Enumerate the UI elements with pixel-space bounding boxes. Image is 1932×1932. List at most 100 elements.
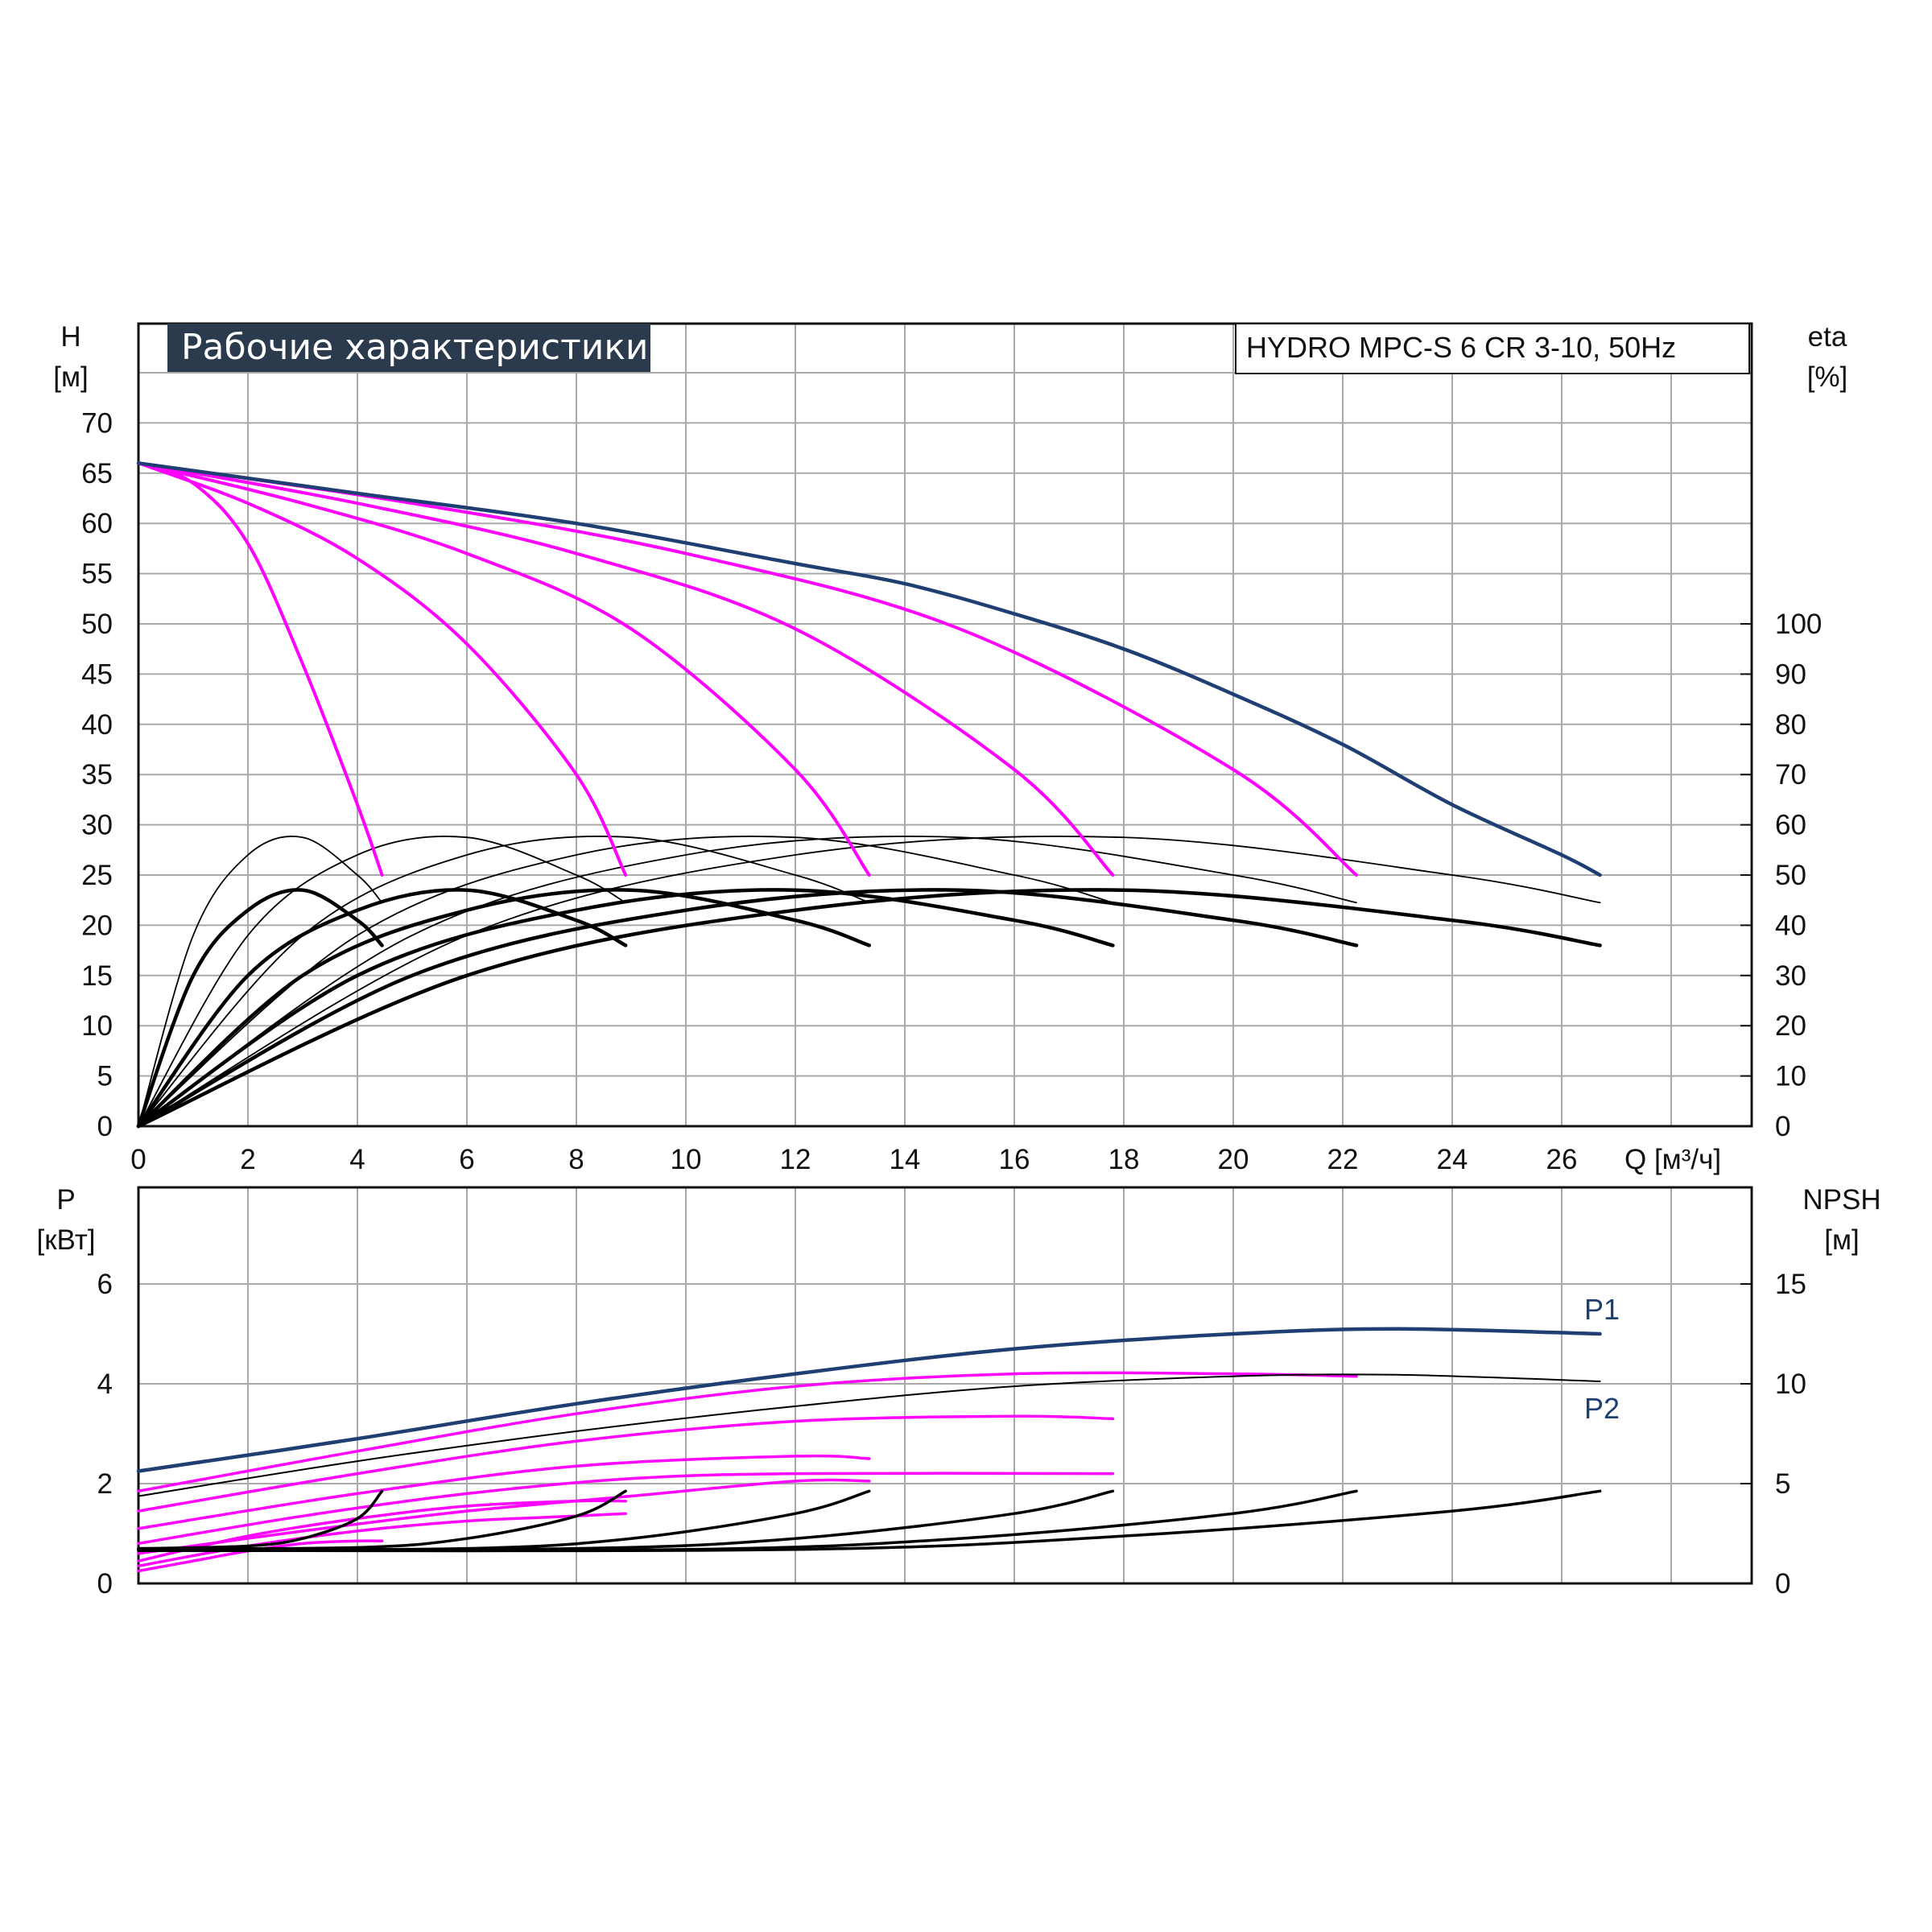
y-left-tick-label: 20 <box>81 910 113 941</box>
power-curve-p1 <box>136 1327 1602 1473</box>
y-right-tick-label: 10 <box>1775 1368 1806 1400</box>
power-ticks: 0 2 4 6 0 5 10 15 <box>97 1269 1806 1600</box>
efficiency-curve <box>138 836 627 1127</box>
y-left-tick-label: 15 <box>81 960 113 992</box>
chart-title: Рабочие характеристики <box>181 327 649 368</box>
performance-plot: 0510152025303540455055606570010203040506… <box>53 321 1847 1175</box>
y-right-tick-label: 100 <box>1775 609 1822 640</box>
efficiency-curve-thick <box>136 888 1359 1129</box>
efficiency-curve <box>138 836 1114 1127</box>
series-label-p1: P1 <box>1584 1293 1620 1326</box>
x-tick-label: 14 <box>890 1144 921 1175</box>
x-tick-label: 6 <box>459 1144 474 1175</box>
y-left-tick-label: 2 <box>97 1468 113 1500</box>
power-curve <box>137 1499 627 1563</box>
model-box: HYDRO MPC-S 6 CR 3-10, 50Hz <box>1235 323 1750 374</box>
y-right-tick-label: 5 <box>1775 1468 1790 1500</box>
head-curve-max <box>136 461 1602 877</box>
power-curve <box>137 1414 1115 1513</box>
head-curve <box>137 461 384 877</box>
x-tick-label: 26 <box>1546 1144 1578 1175</box>
model-background <box>1235 323 1750 374</box>
y-left-tick-label: 25 <box>81 860 113 891</box>
x-tick-label: 8 <box>568 1144 584 1175</box>
npsh-curve <box>137 1489 1602 1553</box>
y-left-tick-label: 0 <box>97 1111 113 1142</box>
y-right-tick-label: 0 <box>1775 1111 1790 1142</box>
y-right-tick-label: 60 <box>1775 810 1806 841</box>
y-right-tick-label: 20 <box>1775 1010 1806 1042</box>
y-left-title-symbol: P <box>56 1184 75 1216</box>
y-left-title-unit: [кВт] <box>37 1224 96 1256</box>
x-tick-label: 24 <box>1437 1144 1468 1175</box>
efficiency-curve-thick <box>136 888 1115 1129</box>
y-left-tick-label: 30 <box>81 810 113 841</box>
x-axis-title: Q [м³/ч] <box>1624 1144 1721 1175</box>
x-tick-label: 18 <box>1108 1144 1140 1175</box>
x-tick-label: 0 <box>130 1144 146 1175</box>
performance-curves <box>136 461 1602 1129</box>
title-background <box>167 324 650 372</box>
efficiency-curve-thick <box>136 888 872 1129</box>
efficiency-curve-thick <box>136 888 1602 1129</box>
y-left-tick-label: 0 <box>97 1568 113 1600</box>
y-right-tick-label: 10 <box>1775 1061 1806 1092</box>
power-curve <box>137 1478 871 1555</box>
x-tick-label: 4 <box>349 1144 365 1175</box>
power-plot: 0 2 4 6 0 5 10 15 P [кВт] NPSH [м] P1 P2 <box>37 1184 1881 1600</box>
y-left-tick-label: 35 <box>81 759 113 791</box>
head-curve <box>137 461 871 877</box>
x-tick-label: 10 <box>671 1144 702 1175</box>
y-right-title-symbol: eta <box>1808 321 1847 353</box>
efficiency-curve-thick <box>136 888 384 1129</box>
y-left-tick-label: 55 <box>81 559 113 590</box>
y-right-tick-label: 0 <box>1775 1568 1790 1600</box>
y-left-tick-label: 4 <box>97 1368 113 1400</box>
y-right-tick-label: 15 <box>1775 1269 1806 1300</box>
y-left-title-symbol: H <box>60 321 80 353</box>
y-left-tick-label: 45 <box>81 658 113 690</box>
x-tick-label: 22 <box>1327 1144 1359 1175</box>
x-tick-label: 12 <box>780 1144 811 1175</box>
y-left-tick-label: 60 <box>81 508 113 539</box>
y-right-tick-label: 30 <box>1775 960 1806 992</box>
y-right-tick-label: 50 <box>1775 860 1806 891</box>
efficiency-curve-thick <box>136 888 628 1129</box>
y-left-tick-label: 40 <box>81 709 113 741</box>
y-left-tick-label: 5 <box>97 1061 113 1092</box>
performance-ticks: 0510152025303540455055606570010203040506… <box>81 407 1822 1175</box>
power-curve-p2 <box>138 1373 1601 1497</box>
y-left-tick-label: 10 <box>81 1010 113 1042</box>
y-left-tick-label: 65 <box>81 458 113 489</box>
y-right-tick-label: 40 <box>1775 910 1806 941</box>
efficiency-curve <box>138 836 870 1127</box>
power-curve <box>137 1454 871 1530</box>
title-box: Рабочие характеристики <box>167 324 650 372</box>
power-frame <box>137 1186 1753 1585</box>
y-left-tick-label: 6 <box>97 1269 113 1300</box>
y-right-tick-label: 70 <box>1775 759 1806 791</box>
y-right-tick-label: 80 <box>1775 709 1806 741</box>
power-curves <box>136 1327 1602 1573</box>
efficiency-curve <box>138 836 1357 1127</box>
x-tick-label: 20 <box>1218 1144 1249 1175</box>
power-curve <box>137 1371 1358 1493</box>
series-label-p2: P2 <box>1584 1392 1620 1425</box>
power-curve <box>137 1472 1115 1546</box>
y-left-tick-label: 50 <box>81 609 113 640</box>
efficiency-curve <box>138 836 1601 1127</box>
y-right-title-symbol: NPSH <box>1802 1184 1880 1216</box>
head-curve <box>137 461 628 877</box>
y-left-tick-label: 70 <box>81 407 113 439</box>
x-tick-label: 2 <box>240 1144 255 1175</box>
x-tick-label: 16 <box>999 1144 1030 1175</box>
performance-grid <box>138 324 1752 1126</box>
y-right-tick-label: 90 <box>1775 658 1806 690</box>
efficiency-curve <box>138 836 383 1127</box>
y-left-title-unit: [м] <box>53 361 89 393</box>
y-right-title-unit: [м] <box>1824 1224 1860 1256</box>
model-label: HYDRO MPC-S 6 CR 3-10, 50Hz <box>1246 331 1676 364</box>
head-curve <box>137 461 1115 877</box>
y-right-title-unit: [%] <box>1807 361 1848 393</box>
